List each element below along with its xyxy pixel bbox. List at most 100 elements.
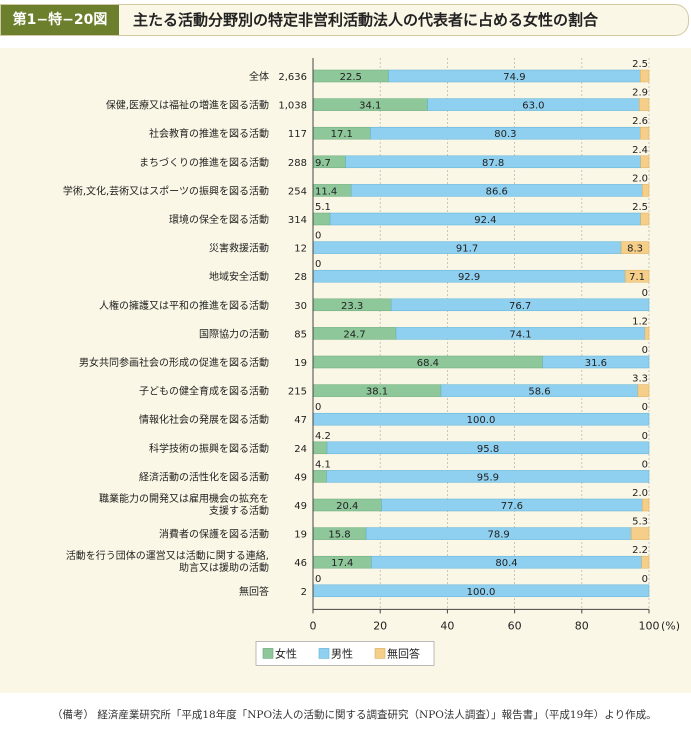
value-label-female: 34.1 <box>359 101 381 112</box>
value-label-male: 74.9 <box>503 72 525 83</box>
value-label-no-answer: 2.6 <box>632 116 648 127</box>
figure-number: 第1−特−20図 <box>1 5 119 35</box>
value-label-female: 0 <box>315 574 321 585</box>
bar-no-answer <box>640 126 650 140</box>
value-label-male: 80.4 <box>495 558 517 569</box>
value-label-no-answer: 2.5 <box>632 202 648 213</box>
value-label-no-answer: 5.3 <box>632 517 648 528</box>
sample-count: 314 <box>288 215 307 226</box>
sample-count: 30 <box>294 301 307 312</box>
value-label-no-answer: 3.3 <box>632 374 648 385</box>
value-label-no-answer: 0 <box>642 431 648 442</box>
x-tick-label: 40 <box>440 619 454 632</box>
legend-label-male: 男性 <box>331 646 353 660</box>
sample-count: 24 <box>294 444 307 455</box>
sample-count: 19 <box>294 530 307 541</box>
value-label-female: 20.4 <box>336 501 358 512</box>
sample-count: 2,636 <box>278 72 307 83</box>
value-label-female: 23.3 <box>341 301 363 312</box>
category-label: 情報化社会の発展を図る活動 <box>139 413 269 426</box>
stacked-bar-chart: 全体 2,636 22.5 74.92.5保健,医療又は福祉の増進を図る活動 1,038… <box>63 58 680 666</box>
category-label: 無回答 <box>239 585 269 598</box>
value-label-female: 17.4 <box>331 558 353 569</box>
category-label: まちづくりの推進を図る活動 <box>139 156 269 169</box>
value-label-male: 78.9 <box>488 530 510 541</box>
sample-count: 2 <box>301 587 307 598</box>
value-label-no-answer: 0 <box>642 459 648 470</box>
value-label-female: 15.8 <box>328 530 350 541</box>
category-label: 男女共同参画社会の形成の促進を図る活動 <box>79 356 269 369</box>
category-label: 災害救援活動 <box>209 242 269 255</box>
category-label: 経済活動の活性化を図る活動 <box>139 470 269 483</box>
value-label-male: 95.8 <box>477 444 499 455</box>
sample-count: 288 <box>288 158 307 169</box>
value-label-female: 24.7 <box>343 329 365 340</box>
value-label-no-answer: 7.1 <box>629 272 645 283</box>
value-label-male: 80.3 <box>494 129 516 140</box>
x-axis-unit: (%) <box>661 619 680 632</box>
chart-panel: 全体 2,636 22.5 74.9 2.5 保健,医療又は福祉の増進を図る活動 1,038… <box>0 48 691 693</box>
value-label-male: 76.7 <box>509 301 531 312</box>
bar-female <box>312 441 328 455</box>
value-label-female: 5.1 <box>315 202 331 213</box>
sample-count: 85 <box>294 329 307 340</box>
sample-count: 215 <box>288 387 307 398</box>
bar-no-answer <box>640 212 650 226</box>
legend-swatch-no-answer <box>374 648 386 659</box>
category-label: 科学技術の振興を図る活動 <box>149 442 269 455</box>
value-label-no-answer: 0 <box>642 345 648 356</box>
value-label-male: 100.0 <box>467 415 496 426</box>
value-label-male: 74.1 <box>509 329 531 340</box>
legend-label-female: 女性 <box>275 646 297 660</box>
bar-no-answer <box>642 498 650 512</box>
bar-no-answer <box>642 184 650 197</box>
value-label-no-answer: 2.5 <box>632 59 648 70</box>
category-label: 消費者の保護を図る活動 <box>159 528 269 541</box>
sample-count: 49 <box>294 501 307 512</box>
value-label-male: 63.0 <box>522 101 544 112</box>
figure-header: 第1−特−20図 主たる活動分野別の特定非営利活動法人の代表者に占める女性の割合 <box>0 4 689 36</box>
legend-box <box>255 641 435 666</box>
value-label-female: 0 <box>315 259 321 270</box>
value-label-female: 4.2 <box>315 431 331 442</box>
value-label-no-answer: 1.2 <box>632 316 648 327</box>
sample-count: 1,038 <box>278 101 307 112</box>
category-label: 子どもの健全育成を図る活動 <box>139 385 269 398</box>
category-label: 社会教育の推進を図る活動 <box>149 127 269 140</box>
value-label-no-answer: 0 <box>642 402 648 413</box>
value-label-no-answer: 2.0 <box>632 173 648 184</box>
value-label-no-answer: 2.0 <box>632 488 648 499</box>
value-label-no-answer: 0 <box>642 574 648 585</box>
x-tick-label: 60 <box>508 619 522 632</box>
category-label: 地域安全活動 <box>209 270 269 283</box>
value-label-female: 68.4 <box>417 358 439 369</box>
value-label-male: 86.6 <box>486 186 508 197</box>
bar-female <box>312 470 328 483</box>
value-label-female: 0 <box>315 231 321 242</box>
category-label: 環境の保全を図る活動 <box>169 213 269 226</box>
value-label-no-answer: 2.9 <box>632 88 648 99</box>
figure-title: 主たる活動分野別の特定非営利活動法人の代表者に占める女性の割合 <box>133 11 599 29</box>
value-label-female: 9.7 <box>315 158 331 169</box>
value-label-female: 4.1 <box>315 459 331 470</box>
value-label-male: 87.8 <box>482 158 504 169</box>
sample-count: 49 <box>294 472 307 483</box>
value-label-no-answer: 2.2 <box>632 545 648 556</box>
x-tick-label: 80 <box>575 619 589 632</box>
bar-male <box>326 470 650 483</box>
bar-no-answer <box>624 269 650 283</box>
sample-count: 12 <box>294 244 307 255</box>
bar-no-answer <box>637 384 650 397</box>
value-label-female: 22.5 <box>340 72 362 83</box>
value-label-no-answer: 8.3 <box>627 244 643 255</box>
source-note: （備考） 経済産業研究所「平成18年度「NPO法人の活動に関する調査研究（NPO… <box>52 709 657 721</box>
value-label-no-answer: 2.4 <box>632 145 648 156</box>
value-label-no-answer: 0 <box>642 288 648 299</box>
category-label: 保健,医療又は福祉の増進を図る活動 <box>106 99 269 112</box>
sample-count: 47 <box>294 415 307 426</box>
value-label-female: 17.1 <box>331 129 353 140</box>
legend-swatch-female <box>262 648 274 659</box>
category-label: 全体 <box>249 70 269 83</box>
category-label: 人権の擁護又は平和の推進を図る活動 <box>99 299 269 312</box>
bar-no-answer <box>641 555 650 569</box>
